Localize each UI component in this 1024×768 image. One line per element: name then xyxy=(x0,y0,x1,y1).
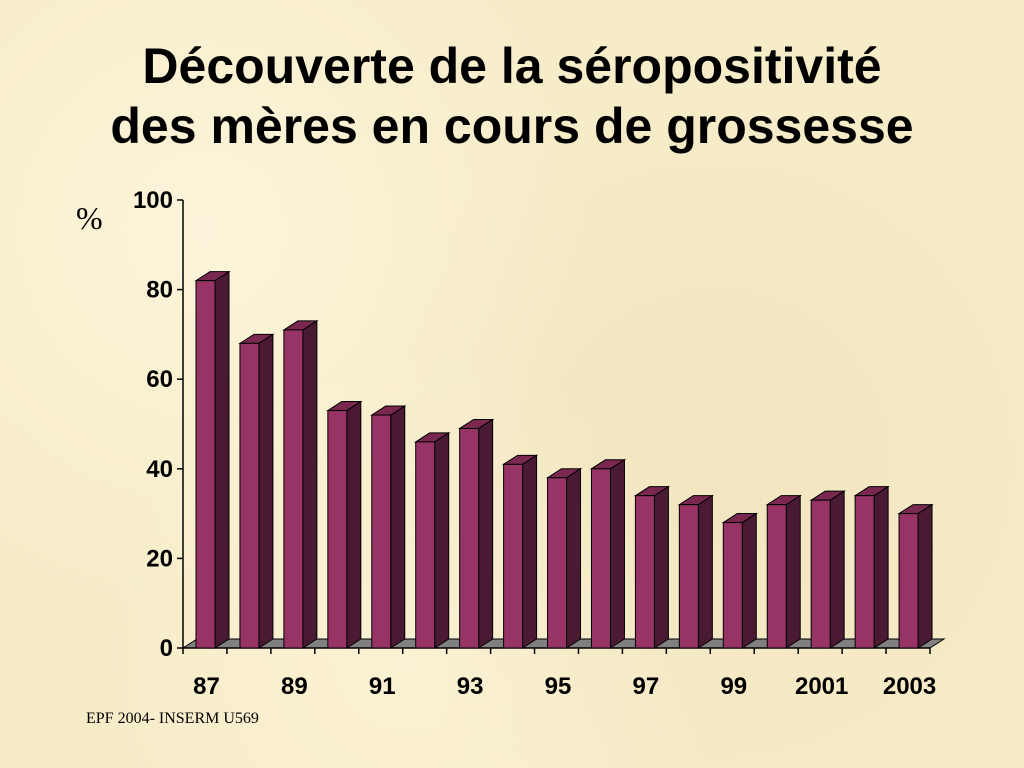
x-tick-label: 87 xyxy=(193,673,220,700)
bar-side xyxy=(390,405,406,649)
y-tick-label: 20 xyxy=(146,545,173,572)
x-tick-label: 2001 xyxy=(795,673,848,700)
title-line-1: Découverte de la séropositivité xyxy=(142,38,882,94)
bar-97 xyxy=(634,495,655,649)
x-tick-label: 97 xyxy=(633,673,660,700)
x-tick-label: 99 xyxy=(720,673,747,700)
bar-side xyxy=(917,503,933,649)
y-tick-label: 40 xyxy=(146,456,173,483)
x-tick-label: 89 xyxy=(281,673,308,700)
bar-side xyxy=(873,485,889,649)
bar-2001 xyxy=(810,499,831,649)
bar-side xyxy=(566,467,582,649)
title-line-2: des mères en cours de grossesse xyxy=(110,98,914,154)
bar-side xyxy=(302,320,318,649)
bar-2002 xyxy=(854,495,875,649)
bar-side xyxy=(785,494,801,649)
bar-side xyxy=(258,333,274,649)
x-tick-label: 95 xyxy=(545,673,572,700)
bar-93 xyxy=(459,427,480,649)
y-axis-label: % xyxy=(76,200,103,236)
bar-99 xyxy=(722,522,743,649)
y-tick-label: 80 xyxy=(146,277,173,304)
bar-side xyxy=(478,418,494,649)
bar-94 xyxy=(503,463,524,649)
y-tick-label: 60 xyxy=(146,366,173,393)
bar-2000 xyxy=(766,504,787,649)
bar-side xyxy=(741,512,757,649)
bar-87 xyxy=(195,280,216,649)
bar-side xyxy=(522,454,538,649)
bar-88 xyxy=(239,342,260,649)
bar-2003 xyxy=(898,513,919,649)
bar-side xyxy=(697,494,713,649)
bar-side xyxy=(214,270,230,649)
bar-side xyxy=(346,400,362,649)
x-tick-label: 2003 xyxy=(883,673,936,700)
x-tick-label: 91 xyxy=(369,673,396,700)
bar-95 xyxy=(547,477,568,649)
bar-89 xyxy=(283,329,304,649)
bar-92 xyxy=(415,441,436,649)
y-tick-label: 0 xyxy=(160,635,173,662)
slide-title: Découverte de la séropositivité des mère… xyxy=(0,36,1024,156)
bar-98 xyxy=(678,504,699,649)
bar-90 xyxy=(327,410,348,649)
bar-side xyxy=(609,458,625,649)
y-tick-label: 100 xyxy=(133,187,173,214)
footer-credit: EPF 2004- INSERM U569 xyxy=(86,710,259,727)
bar-side xyxy=(434,432,450,649)
bar-side xyxy=(653,485,669,649)
bar-91 xyxy=(371,414,392,649)
x-tick-label: 93 xyxy=(457,673,484,700)
bar-side xyxy=(829,490,845,649)
bar-96 xyxy=(590,468,611,649)
